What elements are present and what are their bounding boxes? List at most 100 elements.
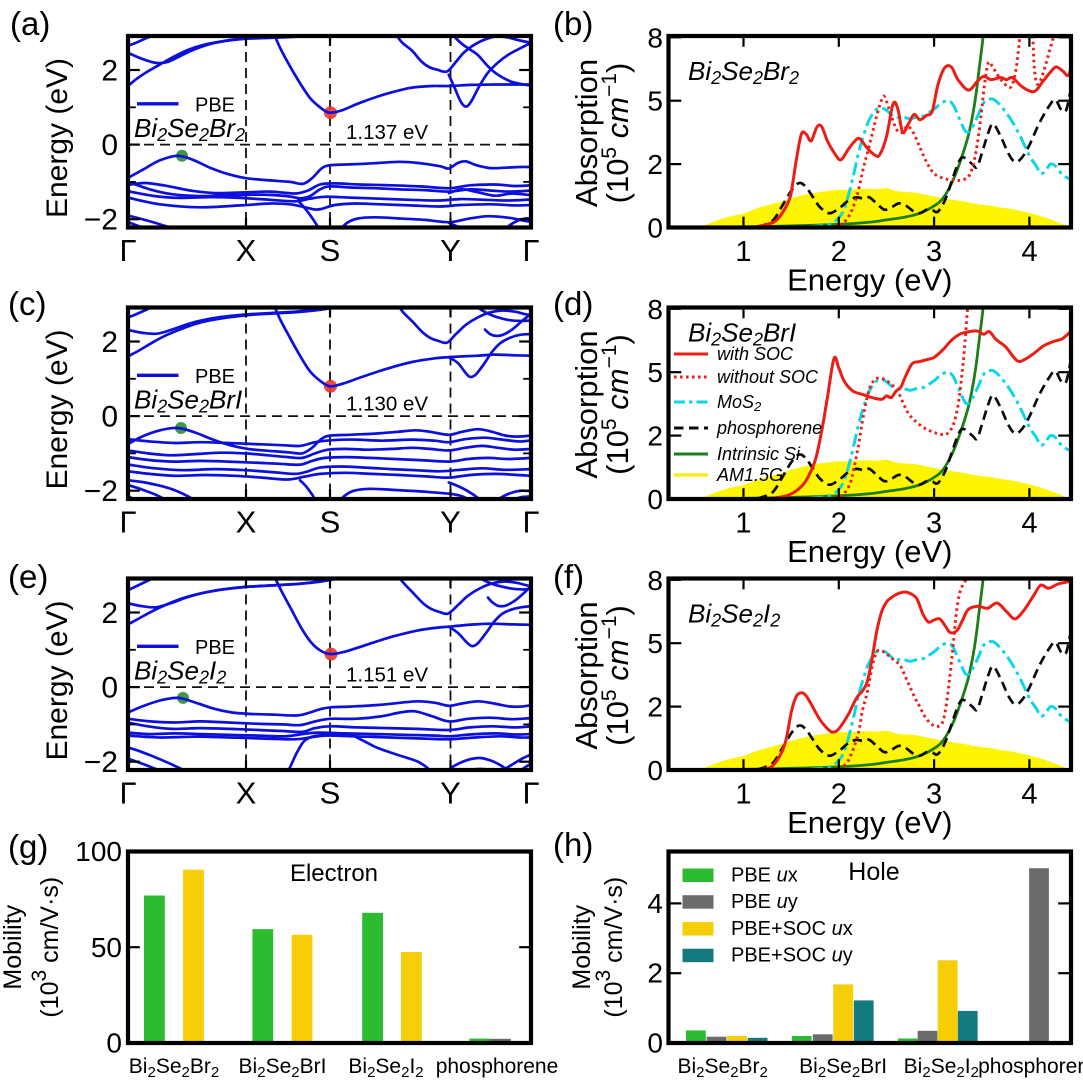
svg-text:0: 0 bbox=[647, 755, 663, 786]
svg-text:(105 cm−1): (105 cm−1) bbox=[598, 605, 635, 746]
svg-text:Energy (eV): Energy (eV) bbox=[41, 58, 74, 218]
svg-text:with SOC: with SOC bbox=[717, 344, 794, 364]
svg-text:3: 3 bbox=[926, 236, 942, 268]
svg-text:Intrinsic Si: Intrinsic Si bbox=[717, 444, 801, 464]
svg-text:S: S bbox=[320, 505, 341, 540]
svg-text:PBE: PBE bbox=[195, 94, 235, 116]
svg-text:0: 0 bbox=[647, 213, 663, 244]
svg-text:2: 2 bbox=[831, 779, 847, 811]
svg-text:Bi2Se2Br2: Bi2Se2Br2 bbox=[677, 1055, 767, 1081]
svg-text:2: 2 bbox=[101, 597, 118, 630]
svg-text:Γ: Γ bbox=[119, 233, 136, 268]
svg-text:PBE+SOC uy: PBE+SOC uy bbox=[731, 945, 853, 967]
svg-text:Bi2Se2Br2: Bi2Se2Br2 bbox=[129, 1055, 219, 1081]
svg-text:1.130 eV: 1.130 eV bbox=[346, 393, 428, 416]
svg-text:PBE: PBE bbox=[195, 637, 235, 659]
svg-text:Bi2Se2BrI: Bi2Se2BrI bbox=[799, 1055, 887, 1081]
svg-text:(g): (g) bbox=[8, 828, 48, 865]
svg-text:Bi2Se2I2: Bi2Se2I2 bbox=[134, 656, 226, 688]
svg-text:0: 0 bbox=[101, 672, 118, 705]
svg-text:(d): (d) bbox=[553, 285, 593, 322]
svg-text:1: 1 bbox=[735, 779, 751, 811]
svg-text:−2: −2 bbox=[84, 746, 118, 779]
svg-text:1.151 eV: 1.151 eV bbox=[346, 664, 428, 687]
svg-text:5: 5 bbox=[647, 628, 663, 659]
svg-text:Γ: Γ bbox=[119, 776, 136, 811]
svg-text:Mobility: Mobility bbox=[568, 904, 596, 989]
svg-text:2: 2 bbox=[831, 236, 847, 268]
svg-text:Absorption: Absorption bbox=[569, 330, 604, 478]
svg-text:PBE+SOC ux: PBE+SOC ux bbox=[731, 918, 853, 940]
svg-text:Mobility: Mobility bbox=[0, 904, 27, 989]
svg-text:2: 2 bbox=[101, 326, 118, 359]
svg-text:S: S bbox=[320, 776, 341, 811]
svg-text:Bi2Se2BrI: Bi2Se2BrI bbox=[688, 318, 796, 350]
svg-text:2: 2 bbox=[831, 508, 847, 540]
svg-text:PBE: PBE bbox=[195, 366, 235, 388]
svg-text:3: 3 bbox=[926, 779, 942, 811]
svg-text:Bi2Se2BrI: Bi2Se2BrI bbox=[239, 1055, 327, 1081]
svg-text:Bi2Se2I2: Bi2Se2I2 bbox=[904, 1055, 979, 1081]
svg-text:AM1.5G: AM1.5G bbox=[716, 465, 783, 485]
svg-text:(105 cm−1): (105 cm−1) bbox=[598, 63, 635, 204]
svg-text:4: 4 bbox=[1021, 236, 1037, 268]
svg-text:−2: −2 bbox=[84, 475, 118, 508]
svg-text:4: 4 bbox=[1021, 508, 1037, 540]
svg-text:PBE uy: PBE uy bbox=[731, 891, 798, 913]
svg-text:PBE ux: PBE ux bbox=[731, 865, 798, 887]
svg-text:Energy (eV): Energy (eV) bbox=[787, 263, 952, 298]
svg-text:(c): (c) bbox=[8, 285, 46, 322]
svg-text:(b): (b) bbox=[553, 5, 593, 42]
svg-text:1: 1 bbox=[735, 508, 751, 540]
svg-text:50: 50 bbox=[91, 932, 122, 963]
svg-text:Hole: Hole bbox=[848, 858, 899, 886]
svg-text:4: 4 bbox=[647, 888, 663, 919]
svg-text:phosphorene: phosphorene bbox=[716, 418, 822, 438]
svg-text:(f): (f) bbox=[553, 558, 584, 595]
svg-text:2: 2 bbox=[647, 692, 663, 723]
svg-text:Bi2Se2Br2: Bi2Se2Br2 bbox=[688, 56, 799, 88]
svg-text:without SOC: without SOC bbox=[717, 367, 819, 387]
svg-text:4: 4 bbox=[1021, 779, 1037, 811]
svg-text:X: X bbox=[236, 776, 257, 811]
svg-text:Y: Y bbox=[440, 776, 461, 811]
svg-text:0: 0 bbox=[101, 401, 118, 434]
svg-text:Absorption: Absorption bbox=[569, 601, 604, 749]
svg-text:2: 2 bbox=[647, 958, 663, 989]
svg-text:Γ: Γ bbox=[522, 233, 539, 268]
svg-text:S: S bbox=[320, 233, 341, 268]
svg-text:−2: −2 bbox=[84, 204, 118, 237]
svg-text:(h): (h) bbox=[553, 826, 593, 863]
svg-text:0: 0 bbox=[106, 1028, 122, 1059]
svg-text:X: X bbox=[236, 233, 257, 268]
svg-text:8: 8 bbox=[647, 565, 663, 596]
svg-text:(105 cm−1): (105 cm−1) bbox=[598, 334, 635, 475]
svg-text:1: 1 bbox=[735, 236, 751, 268]
svg-text:MoS2: MoS2 bbox=[717, 392, 762, 414]
svg-text:Bi2Se2I2: Bi2Se2I2 bbox=[348, 1055, 423, 1081]
svg-text:phosphorene: phosphorene bbox=[978, 1055, 1083, 1078]
svg-text:8: 8 bbox=[647, 22, 663, 53]
svg-text:100: 100 bbox=[75, 836, 122, 867]
svg-text:Energy (eV): Energy (eV) bbox=[41, 600, 74, 760]
svg-text:Y: Y bbox=[440, 505, 461, 540]
svg-text:Bi2Se2I2: Bi2Se2I2 bbox=[688, 599, 780, 631]
svg-text:8: 8 bbox=[647, 294, 663, 325]
svg-text:5: 5 bbox=[647, 357, 663, 388]
svg-text:Bi2Se2Br2: Bi2Se2Br2 bbox=[134, 113, 245, 145]
svg-text:Electron: Electron bbox=[290, 860, 378, 887]
svg-text:phosphorene: phosphorene bbox=[436, 1055, 559, 1078]
svg-text:Absorption: Absorption bbox=[569, 59, 604, 207]
svg-text:Bi2Se2BrI: Bi2Se2BrI bbox=[134, 385, 242, 417]
svg-text:3: 3 bbox=[926, 508, 942, 540]
svg-text:Energy (eV): Energy (eV) bbox=[41, 329, 74, 489]
svg-text:Γ: Γ bbox=[522, 505, 539, 540]
svg-text:Γ: Γ bbox=[522, 776, 539, 811]
svg-text:(e): (e) bbox=[8, 558, 48, 595]
svg-text:2: 2 bbox=[647, 149, 663, 180]
svg-text:0: 0 bbox=[647, 484, 663, 515]
svg-text:X: X bbox=[236, 505, 257, 540]
svg-text:Energy (eV): Energy (eV) bbox=[787, 805, 952, 840]
svg-text:Y: Y bbox=[440, 233, 461, 268]
svg-text:2: 2 bbox=[101, 55, 118, 88]
